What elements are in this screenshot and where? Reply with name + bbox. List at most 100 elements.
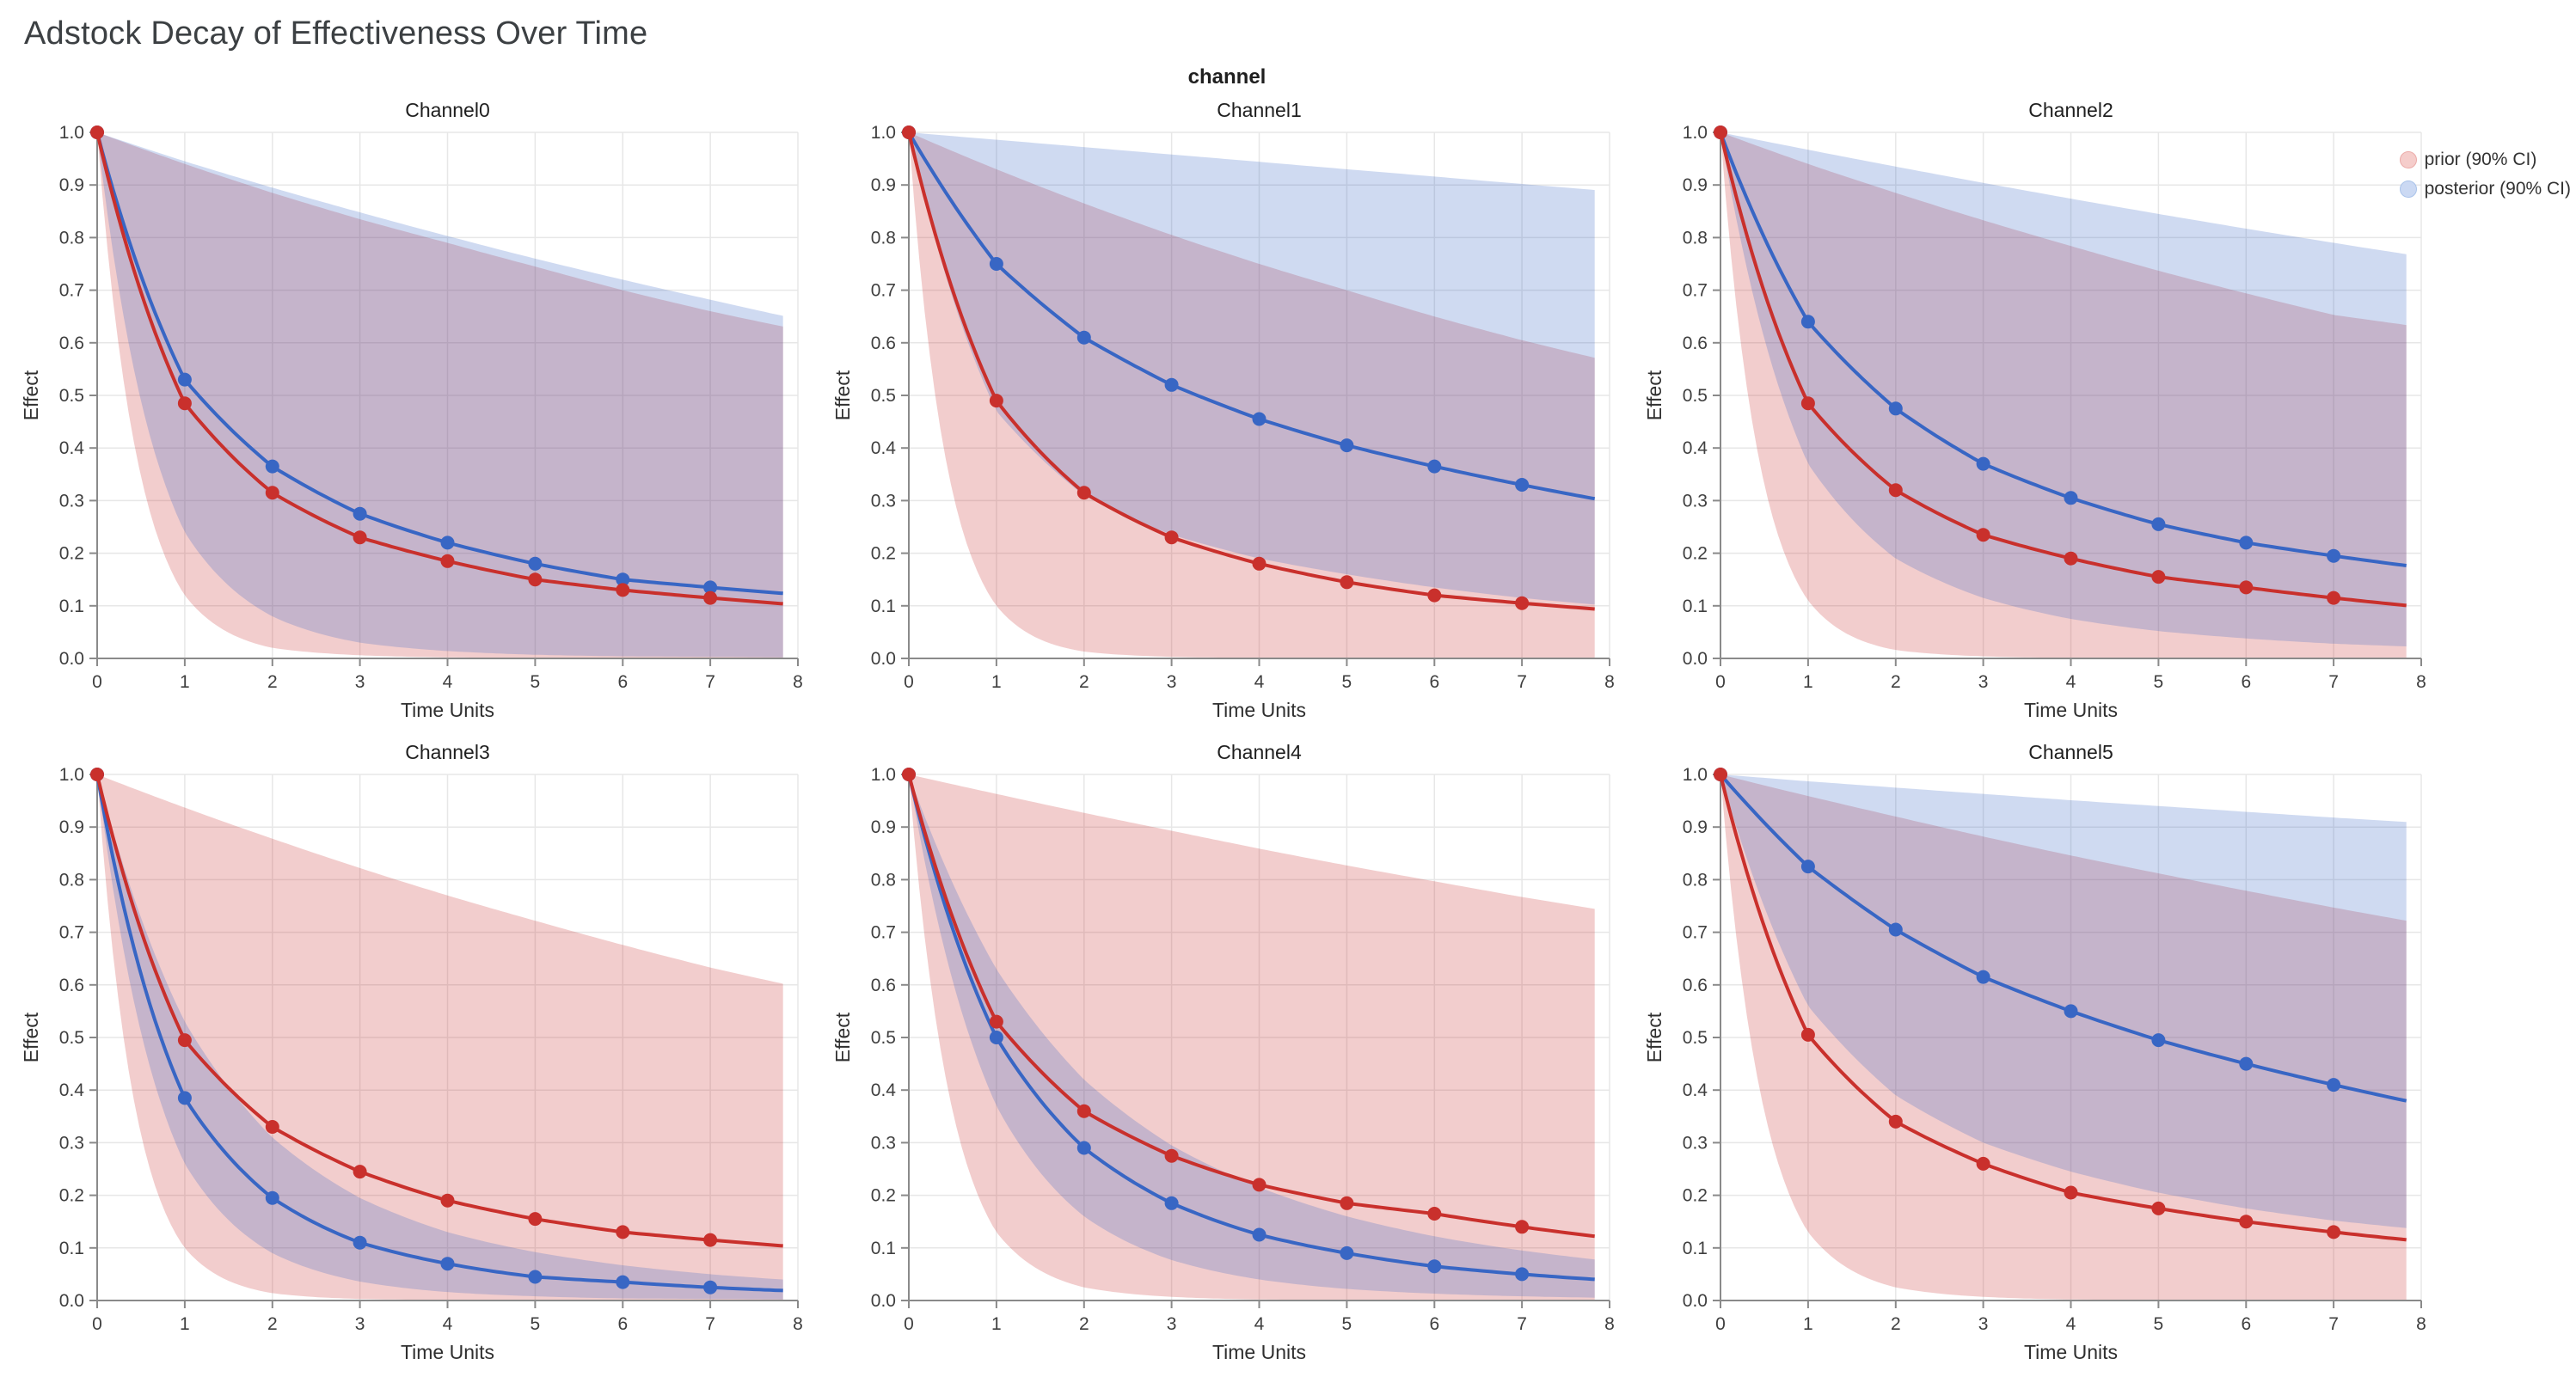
y-tick-label: 0.5 xyxy=(1683,1028,1708,1048)
x-tick-label: 4 xyxy=(1254,672,1265,692)
y-tick-label: 0.0 xyxy=(1683,649,1708,669)
axes: 0.0 0.1 0.2 0.3 0.4 0.5 0.6 0.7 0.8 0.9 1.0 0 1 2 3 4 5 6… xyxy=(871,123,1615,692)
x-tick-label: 1 xyxy=(991,672,1002,692)
page-title: Adstock Decay of Effectiveness Over Time xyxy=(24,15,648,52)
y-tick-label: 0.7 xyxy=(1683,922,1708,942)
posterior-ci-band xyxy=(909,132,1595,604)
prior-point xyxy=(902,767,916,781)
posterior-point xyxy=(2327,548,2341,563)
gridlines xyxy=(908,773,1610,1301)
axes: 0.0 0.1 0.2 0.3 0.4 0.5 0.6 0.7 0.8 0.9 1.0 0 1 2 3 4 5 6… xyxy=(1683,123,2426,692)
y-axis-title: Effect xyxy=(1643,1012,1665,1062)
x-tick-label: 4 xyxy=(443,672,453,692)
y-tick-label: 0.7 xyxy=(871,280,896,300)
prior-point xyxy=(440,554,455,568)
prior-point xyxy=(2239,580,2254,595)
prior-point xyxy=(440,1193,455,1208)
prior-point xyxy=(1427,588,1442,603)
prior-point xyxy=(1252,556,1267,571)
y-tick-label: 0.6 xyxy=(871,975,896,994)
subplot-channel3: 0.0 0.1 0.2 0.3 0.4 0.5 0.6 0.7 0.8 0.9 1.0 0 1 2 3 4 5 6… xyxy=(20,741,803,1363)
y-tick-label: 0.7 xyxy=(59,922,84,942)
x-tick-label: 6 xyxy=(617,672,628,692)
posterior-point xyxy=(703,1280,718,1294)
axes: 0.0 0.1 0.2 0.3 0.4 0.5 0.6 0.7 0.8 0.9 1.0 0 1 2 3 4 5 6… xyxy=(871,765,1615,1334)
y-tick-label: 0.6 xyxy=(1683,333,1708,352)
x-axis-title: Time Units xyxy=(2024,1341,2118,1363)
prior-point xyxy=(1252,1178,1267,1192)
y-tick-label: 0.2 xyxy=(59,1185,84,1205)
y-tick-label: 0.5 xyxy=(59,386,84,406)
y-tick-label: 1.0 xyxy=(59,765,84,785)
x-tick-label: 2 xyxy=(267,1314,278,1334)
posterior-point xyxy=(2064,1004,2078,1019)
x-tick-label: 7 xyxy=(2328,1314,2339,1334)
prior-ci-band xyxy=(909,774,1595,1300)
posterior-point xyxy=(265,1190,279,1205)
prior-point xyxy=(2151,569,2166,584)
y-tick-label: 0.0 xyxy=(871,1291,896,1311)
x-tick-label: 6 xyxy=(2241,672,2251,692)
x-tick-label: 7 xyxy=(705,1314,715,1334)
y-tick-label: 0.3 xyxy=(871,1133,896,1153)
y-tick-label: 0.9 xyxy=(1683,817,1708,837)
x-tick-label: 0 xyxy=(92,672,102,692)
posterior-point xyxy=(1340,1245,1354,1260)
prior-point xyxy=(1714,125,1727,139)
y-tick-label: 0.0 xyxy=(59,649,84,669)
y-tick-label: 0.7 xyxy=(59,280,84,300)
y-tick-label: 1.0 xyxy=(59,123,84,143)
posterior-point xyxy=(440,536,455,550)
y-tick-label: 0.3 xyxy=(59,491,84,511)
y-tick-label: 0.2 xyxy=(59,543,84,563)
posterior-point xyxy=(1076,1141,1091,1155)
y-axis-title: Effect xyxy=(20,1012,42,1062)
prior-point xyxy=(989,1014,1003,1029)
prior-point xyxy=(1800,395,1815,410)
axes: 0.0 0.1 0.2 0.3 0.4 0.5 0.6 0.7 0.8 0.9 1.0 0 1 2 3 4 5 6… xyxy=(1683,765,2426,1334)
y-tick-label: 0.1 xyxy=(1683,1238,1708,1258)
x-tick-label: 4 xyxy=(2066,1314,2076,1334)
prior-ci-band xyxy=(1720,774,2407,1300)
facet-title: Channel0 xyxy=(405,99,489,121)
y-tick-label: 0.3 xyxy=(871,491,896,511)
subplot-channel5: 0.0 0.1 0.2 0.3 0.4 0.5 0.6 0.7 0.8 0.9 1.0 0 1 2 3 4 5 6… xyxy=(1643,741,2426,1363)
x-axis-title: Time Units xyxy=(401,1341,494,1363)
y-axis-title: Effect xyxy=(20,370,42,420)
x-tick-label: 3 xyxy=(1978,1314,1989,1334)
x-tick-label: 3 xyxy=(355,672,365,692)
posterior-point xyxy=(2151,517,2166,531)
prior-point xyxy=(1076,485,1091,499)
facet-title: Channel5 xyxy=(2028,741,2113,763)
y-axis-title: Effect xyxy=(831,370,854,420)
x-tick-label: 8 xyxy=(2416,672,2426,692)
prior-point xyxy=(1976,527,1990,542)
legend-item-posterior: posterior (90% CI) xyxy=(2399,179,2571,199)
prior-point xyxy=(1515,1219,1530,1233)
x-tick-label: 8 xyxy=(793,1314,803,1334)
x-tick-label: 5 xyxy=(531,672,541,692)
x-tick-label: 3 xyxy=(355,1314,365,1334)
y-tick-label: 0.2 xyxy=(1683,543,1708,563)
y-tick-label: 0.1 xyxy=(59,1238,84,1258)
y-tick-label: 0.6 xyxy=(59,333,84,352)
y-tick-label: 0.1 xyxy=(1683,596,1708,615)
x-tick-label: 8 xyxy=(1604,672,1615,692)
y-tick-label: 0.4 xyxy=(59,1080,85,1100)
posterior-ci-band xyxy=(97,132,783,658)
y-tick-label: 1.0 xyxy=(1683,123,1708,143)
y-tick-label: 0.3 xyxy=(1683,491,1708,511)
y-tick-label: 0.1 xyxy=(59,596,84,615)
posterior-point xyxy=(1427,459,1442,474)
subplot-channel1: 0.0 0.1 0.2 0.3 0.4 0.5 0.6 0.7 0.8 0.9 1.0 0 1 2 3 4 5 6… xyxy=(831,99,1615,721)
posterior-point xyxy=(989,256,1003,271)
axes: 0.0 0.1 0.2 0.3 0.4 0.5 0.6 0.7 0.8 0.9 1.0 0 1 2 3 4 5 6… xyxy=(59,765,803,1334)
prior-point xyxy=(265,1119,279,1134)
posterior-point xyxy=(703,580,718,595)
subplot-channel2: 0.0 0.1 0.2 0.3 0.4 0.5 0.6 0.7 0.8 0.9 1.0 0 1 2 3 4 5 6… xyxy=(1643,99,2426,721)
prior-point xyxy=(1800,1027,1815,1042)
prior-point xyxy=(1164,1148,1179,1163)
posterior-point xyxy=(1800,859,1815,873)
y-tick-label: 0.2 xyxy=(871,543,896,563)
facet-field-header: channel xyxy=(1187,64,1267,89)
